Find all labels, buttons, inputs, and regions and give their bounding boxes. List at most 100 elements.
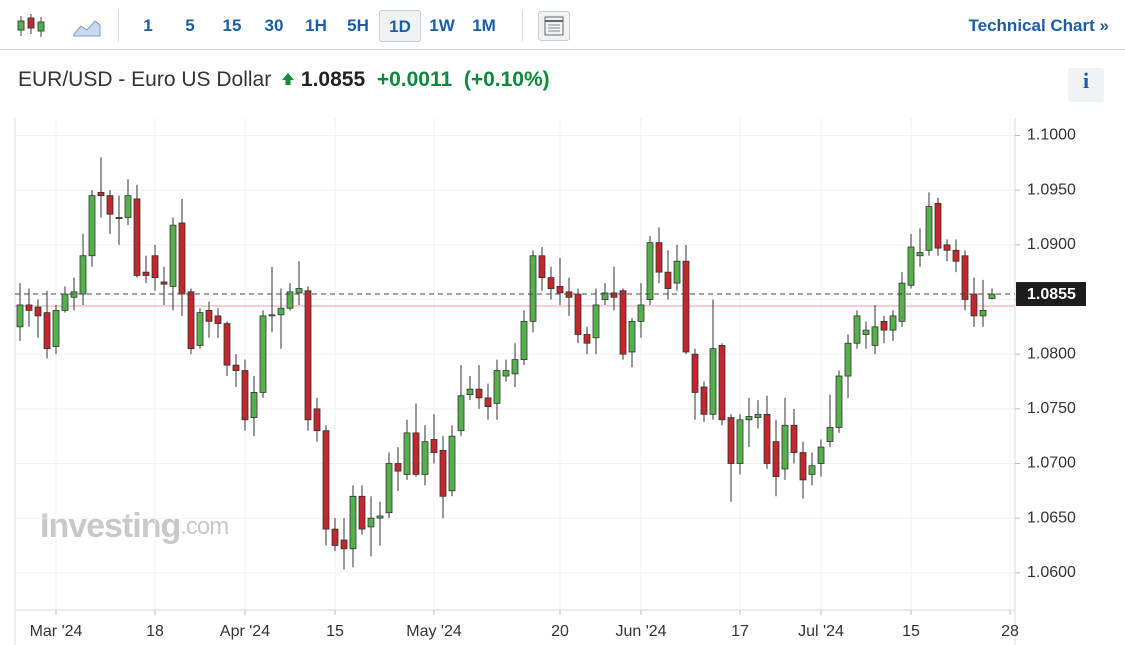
area-icon[interactable] xyxy=(73,14,101,38)
candle-body xyxy=(547,277,555,289)
interval-button[interactable]: 1 xyxy=(143,16,153,35)
candle-body xyxy=(259,315,267,393)
y-tick-label: 1.1000 xyxy=(1027,127,1076,144)
x-tick-label: May '24 xyxy=(406,623,462,640)
candle-body xyxy=(412,432,420,475)
interval-button[interactable]: 1H xyxy=(305,16,327,35)
candle-body xyxy=(322,430,330,530)
candle-body xyxy=(385,463,393,514)
toolbar: 1 5 15 30 1H 5H 1D 1W 1M Technical Chart » xyxy=(0,0,1125,50)
x-tick-label: 28 xyxy=(1001,623,1019,640)
candle-body xyxy=(718,345,726,421)
candle-body xyxy=(583,334,591,344)
interval-button[interactable]: 1M xyxy=(472,16,496,35)
candle-body xyxy=(79,255,87,295)
separator xyxy=(522,10,523,42)
candle-body xyxy=(511,359,519,375)
interval-button[interactable]: 1D xyxy=(379,10,421,42)
candle-body xyxy=(691,353,699,393)
candle-body xyxy=(700,386,708,415)
title-row: EUR/USD - Euro US Dollar 1.0855 +0.0011 … xyxy=(18,68,550,92)
candle-body xyxy=(637,304,645,322)
candle-body xyxy=(448,435,456,492)
page-icon[interactable] xyxy=(538,11,570,41)
candle-body xyxy=(349,495,357,550)
candle-body xyxy=(115,217,123,219)
candle-body xyxy=(502,370,510,377)
candle-body xyxy=(781,424,789,470)
interval-button[interactable]: 15 xyxy=(222,16,242,35)
candle-body xyxy=(808,465,816,475)
candle-body xyxy=(817,446,825,464)
candle-body xyxy=(889,315,897,331)
candle-body xyxy=(250,392,258,418)
candle-body xyxy=(313,408,321,432)
interval-button[interactable]: 30 xyxy=(264,16,284,35)
candle-body xyxy=(835,375,843,428)
technical-chart-link[interactable]: Technical Chart » xyxy=(969,16,1109,36)
candle-body xyxy=(727,417,735,464)
candle-body xyxy=(133,198,141,276)
last-price-box xyxy=(1016,282,1086,307)
candle-body xyxy=(124,195,132,218)
candle-body xyxy=(286,291,294,309)
candle-body xyxy=(160,281,168,285)
candle-body xyxy=(592,304,600,339)
candle-body xyxy=(628,320,636,353)
candle-body xyxy=(457,395,465,432)
candle-body xyxy=(151,255,159,279)
y-tick-label: 1.0950 xyxy=(1027,181,1076,198)
interval-button[interactable]: 1W xyxy=(429,16,455,35)
x-tick-label: Jun '24 xyxy=(615,623,666,640)
y-tick-label: 1.0800 xyxy=(1027,345,1076,362)
candle-icon[interactable] xyxy=(16,13,46,39)
candle-body xyxy=(295,288,303,294)
candle-body xyxy=(169,224,177,287)
interval-group: 1 5 15 30 1H 5H 1D 1W 1M xyxy=(127,10,505,42)
candle-body xyxy=(52,310,60,347)
candle-body xyxy=(709,348,717,415)
y-tick-label: 1.0650 xyxy=(1027,509,1076,526)
candle-body xyxy=(961,255,969,300)
candle-body xyxy=(925,206,933,251)
candle-body xyxy=(988,293,996,299)
candle-body xyxy=(403,432,411,475)
candle-body xyxy=(979,310,987,317)
candle-body xyxy=(862,329,870,335)
candle-body xyxy=(682,260,690,353)
candle-body xyxy=(493,370,501,404)
candle-body xyxy=(88,195,96,257)
candle-body xyxy=(655,242,663,273)
candle-body xyxy=(358,495,366,530)
candle-body xyxy=(673,260,681,284)
candle-body xyxy=(565,291,573,298)
candle-body xyxy=(16,304,24,328)
watermark-suffix: .com xyxy=(180,513,228,540)
candle-body xyxy=(664,271,672,289)
candle-body xyxy=(61,293,69,311)
x-tick-label: 20 xyxy=(551,623,569,640)
candle-body xyxy=(619,290,627,355)
candle-body xyxy=(952,249,960,262)
link-arrow[interactable]: » xyxy=(1099,16,1109,35)
y-tick-label: 1.0750 xyxy=(1027,400,1076,417)
candle-body xyxy=(970,293,978,317)
link-text[interactable]: Technical Chart xyxy=(968,16,1095,35)
candle-body xyxy=(187,291,195,350)
candle-body xyxy=(484,397,492,408)
watermark: Investing.com xyxy=(40,507,228,545)
candle-body xyxy=(394,463,402,472)
candle-body xyxy=(754,413,762,418)
interval-button[interactable]: 5H xyxy=(347,16,369,35)
candle-body xyxy=(844,342,852,377)
candle-body xyxy=(529,255,537,322)
interval-button[interactable]: 5 xyxy=(185,16,195,35)
info-button[interactable]: i xyxy=(1068,68,1104,102)
x-tick-label: 15 xyxy=(326,623,344,640)
candle-body xyxy=(439,449,447,497)
change: +0.0011 xyxy=(376,68,453,91)
candle-body xyxy=(520,320,528,361)
candle-body xyxy=(871,326,879,346)
candle-body xyxy=(574,293,582,335)
